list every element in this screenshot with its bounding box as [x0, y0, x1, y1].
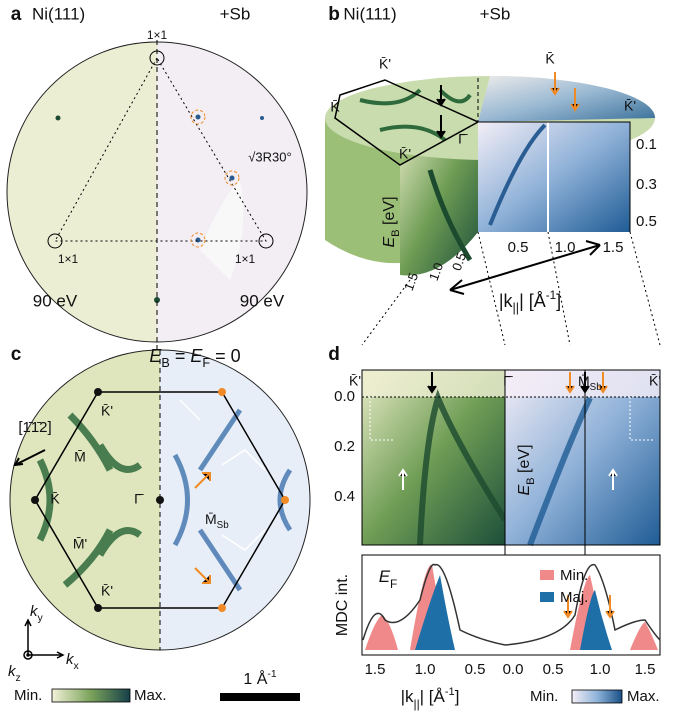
label: 1.5: [365, 661, 386, 678]
label-part: E: [516, 485, 533, 496]
label: M̄': [73, 536, 87, 552]
label: 0.5: [465, 661, 486, 678]
label: |k||| [Å-1]: [401, 686, 460, 711]
label-part: E: [379, 567, 391, 586]
mdc-panel: [362, 555, 660, 655]
label: √3R30°: [248, 149, 291, 164]
label: 1.5: [603, 239, 624, 256]
label: 0.5: [636, 213, 657, 230]
label: 90 eV: [33, 291, 78, 310]
legend-swatch: [540, 592, 554, 602]
label: 0.0: [334, 388, 355, 405]
label: 1.0: [590, 661, 611, 678]
axis-label: kx: [66, 651, 80, 672]
label: K̄': [399, 146, 411, 162]
label: 90 eV: [240, 291, 285, 310]
label-part: B: [161, 356, 169, 370]
panel-letter: d: [328, 344, 340, 365]
label-part: ]: [556, 291, 561, 311]
label: K̄': [649, 373, 661, 389]
label: 0.3: [636, 176, 657, 193]
label: 1.0: [555, 239, 576, 256]
cut-right: [478, 122, 630, 232]
label: K̄: [50, 491, 60, 507]
label: 0.5: [508, 239, 529, 256]
panel-letter: a: [11, 4, 22, 25]
legend-swatch: [540, 570, 554, 580]
label: Ni(111): [343, 4, 396, 23]
label: 1×1: [147, 28, 168, 42]
label: 0.4: [334, 488, 355, 505]
label: K̄': [379, 56, 391, 72]
label: 1.5: [635, 661, 656, 678]
label: 1×1: [58, 252, 79, 266]
label: 0.1: [636, 136, 657, 153]
label-part: y: [38, 612, 44, 624]
label: K̄': [101, 403, 113, 419]
label: M̄: [74, 449, 86, 465]
label: Max.: [627, 688, 660, 705]
panel-letter: c: [11, 344, 22, 365]
label: 1.0: [415, 661, 436, 678]
label: K̄: [545, 51, 555, 67]
label-part: |k: [499, 291, 514, 311]
label: +Sb: [480, 4, 511, 23]
label-part: = 0: [210, 346, 241, 366]
label-part: M̄: [578, 373, 590, 389]
label-part: ]: [455, 687, 460, 706]
label: 0.2: [334, 438, 355, 455]
label-part: Sb: [590, 382, 603, 393]
label-part: F: [390, 577, 397, 591]
label-part: | [Å: [420, 687, 446, 706]
label-part: -1: [546, 289, 556, 302]
panel-letter: b: [328, 4, 340, 25]
label: Min.: [14, 687, 42, 704]
label: K̄': [101, 583, 113, 599]
label-part: E: [381, 237, 398, 248]
figure: aNi(111)+Sb1×11×11×1√3R30°90 eV90 eVbNi(…: [0, 0, 676, 713]
label: Max.: [134, 687, 167, 704]
label-part: B: [390, 229, 402, 236]
label: 0.0: [503, 661, 524, 678]
label: Ni(111): [32, 4, 85, 23]
label-part: |k: [401, 687, 414, 706]
label-part: z: [16, 672, 21, 684]
label: Min.: [530, 688, 558, 705]
label-part: =: [170, 346, 191, 366]
label: [1̄1̄2]: [18, 419, 51, 436]
label: K̄': [349, 373, 361, 389]
label-part: B: [525, 477, 537, 484]
label: 0.5: [543, 661, 564, 678]
label-part: Sb: [217, 520, 230, 531]
label: 1 Å-1: [243, 669, 276, 688]
label-part: 1 Å: [243, 669, 267, 688]
label-part: [eV]: [516, 444, 533, 477]
label: |k||| [Å-1]: [499, 289, 561, 316]
label: Min.: [560, 567, 588, 584]
axis-label: ky: [30, 603, 44, 624]
label: 1×1: [235, 252, 256, 266]
axis-label: kz: [8, 663, 21, 684]
label: +Sb: [220, 4, 251, 23]
label: MDC int.: [334, 574, 351, 636]
label-part: -1: [445, 686, 455, 698]
label: K̄': [624, 98, 636, 114]
label-part: -1: [267, 669, 276, 680]
label-part: [eV]: [381, 196, 398, 229]
label: Maj.: [560, 589, 588, 606]
label-part: x: [74, 660, 80, 672]
label-part: | [Å: [519, 291, 546, 311]
label: K̄: [330, 99, 340, 115]
label-part: M̄: [205, 511, 217, 527]
